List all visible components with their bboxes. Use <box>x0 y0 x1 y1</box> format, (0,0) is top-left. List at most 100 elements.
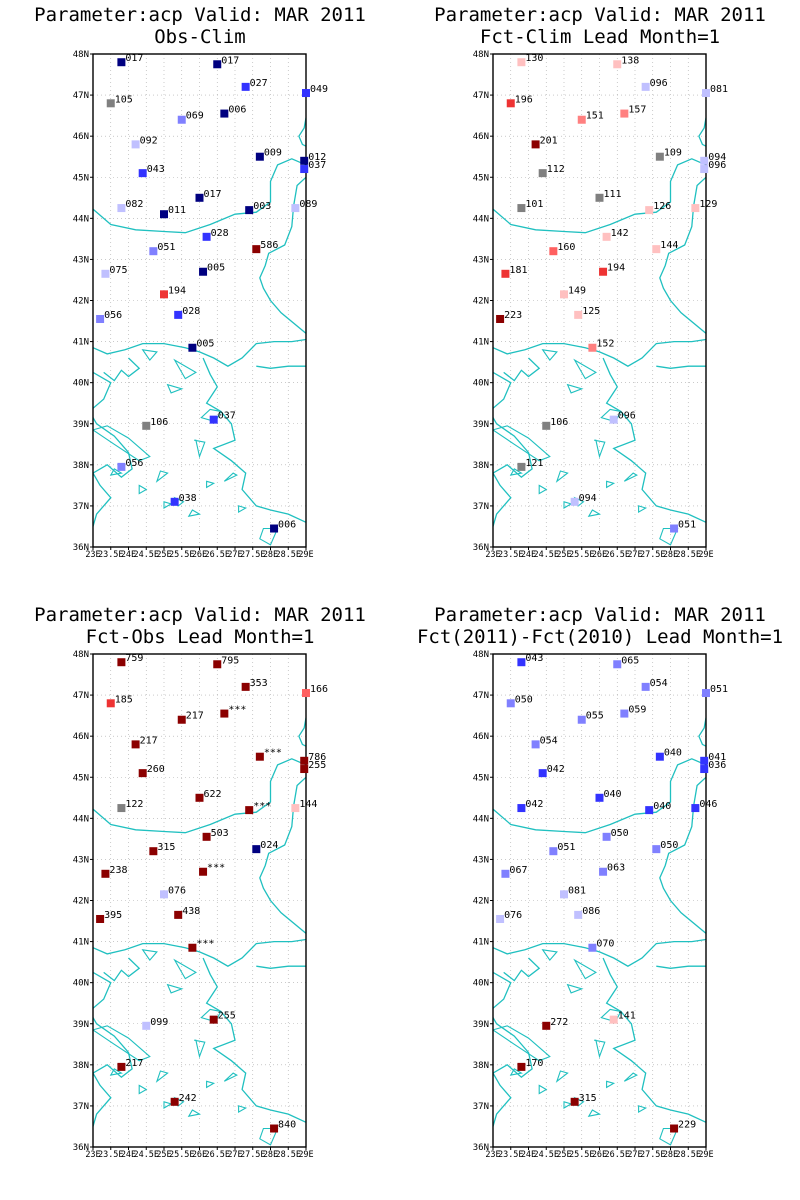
station-marker <box>160 890 168 899</box>
station-marker <box>101 269 110 278</box>
station-label: 217 <box>186 711 204 722</box>
station-label: 086 <box>582 906 600 917</box>
station-label: 055 <box>586 711 604 722</box>
station-marker <box>560 890 568 899</box>
station-marker <box>149 847 158 856</box>
map-frame <box>92 53 307 548</box>
grid-lines <box>492 653 707 1148</box>
lat-tick-label: 47N <box>473 691 489 701</box>
station-marker <box>252 245 261 254</box>
lat-tick-label: 43N <box>473 255 489 265</box>
station-label: 223 <box>504 310 522 321</box>
station-marker <box>209 1015 218 1024</box>
station-marker <box>117 658 126 667</box>
station-label: 092 <box>140 135 158 146</box>
panel-subtitle: Fct(2011)-Fct(2010) Lead Month=1 <box>416 626 784 648</box>
station-marker <box>595 193 604 202</box>
coastlines <box>493 117 706 546</box>
lon-tick-label: 23E <box>485 550 500 560</box>
station-marker <box>302 89 310 98</box>
lon-tick-label: 23.5E <box>98 550 124 560</box>
station-marker <box>700 156 709 165</box>
station-marker <box>300 156 309 165</box>
station-marker <box>549 247 558 256</box>
lon-tick-label: 26E <box>192 1150 207 1160</box>
station-label: 096 <box>618 411 636 422</box>
station-marker <box>117 58 126 67</box>
lat-tick-label: 43N <box>73 255 89 265</box>
lat-tick-label: 44N <box>73 814 89 824</box>
lon-tick-label: 26E <box>592 1150 607 1160</box>
lon-tick-label: 27E <box>227 550 242 560</box>
lat-tick-label: 41N <box>73 338 89 348</box>
station-label: 009 <box>264 148 282 159</box>
station-label: 353 <box>250 678 268 689</box>
station-label: 041 <box>708 752 726 763</box>
station-marker <box>670 524 679 533</box>
station-label: 049 <box>310 84 328 95</box>
lat-tick-label: 37N <box>73 1102 89 1112</box>
station-marker <box>645 806 654 815</box>
station-marker <box>506 699 515 708</box>
lon-tick-label: 29E <box>698 550 713 560</box>
lat-tick-label: 37N <box>473 1102 489 1112</box>
station-label: 024 <box>260 840 278 851</box>
station-marker <box>570 497 579 506</box>
station-label: 141 <box>618 1011 636 1022</box>
station-marker <box>700 165 709 174</box>
lat-tick-label: 45N <box>473 773 489 783</box>
station-marker <box>117 462 126 471</box>
station-label: 006 <box>228 105 246 116</box>
lat-tick-label: 43N <box>473 855 489 865</box>
station-label: 125 <box>582 306 600 317</box>
station-marker <box>702 89 710 98</box>
station-label: 194 <box>168 285 186 296</box>
station-label: 586 <box>260 240 278 251</box>
lon-tick-label: 28.5E <box>275 1150 301 1160</box>
station-marker <box>691 804 700 813</box>
station-label: 438 <box>182 906 200 917</box>
station-label: 217 <box>125 1058 143 1069</box>
station-label: 075 <box>109 265 127 276</box>
station-label: 181 <box>509 265 527 276</box>
station-marker <box>300 165 309 174</box>
lon-tick-label: 23E <box>85 1150 100 1160</box>
station-marker <box>531 140 540 149</box>
lat-tick-label: 40N <box>473 979 489 989</box>
lon-tick-label: 23E <box>485 1150 500 1160</box>
station-marker <box>599 267 608 276</box>
lat-tick-label: 39N <box>473 420 489 430</box>
station-marker <box>670 1124 679 1133</box>
station-label: *** <box>196 939 214 950</box>
panel-fct-diff: Parameter:acp Valid: MAR 2011 Fct(2011)-… <box>400 600 800 1200</box>
station-marker <box>177 115 186 124</box>
lat-tick-label: 42N <box>73 897 89 907</box>
station-marker <box>131 140 140 149</box>
station-marker <box>501 269 510 278</box>
station-label: 315 <box>579 1093 597 1104</box>
lat-tick-label: 38N <box>473 461 489 471</box>
lat-tick-label: 46N <box>473 132 489 142</box>
lon-tick-label: 26E <box>192 550 207 560</box>
station-marker <box>241 682 250 691</box>
lat-tick-label: 47N <box>73 691 89 701</box>
station-marker <box>702 689 710 698</box>
station-marker <box>131 740 140 749</box>
lon-tick-label: 25E <box>556 1150 571 1160</box>
station-marker <box>177 715 186 724</box>
station-label: *** <box>253 801 271 812</box>
station-label: 260 <box>147 764 165 775</box>
map-frame <box>492 53 707 548</box>
station-map: 36N 37N 38N 39N 40N 41N 42N 43N 44N 45N 46N 47N 48N 2… <box>473 650 728 1160</box>
grid-lines <box>92 53 307 548</box>
lat-tick-label: 44N <box>473 214 489 224</box>
station-label: 076 <box>504 910 522 921</box>
lon-tick-label: 29E <box>298 1150 313 1160</box>
station-label: 096 <box>650 78 668 89</box>
lon-tick-label: 24.5E <box>133 550 159 560</box>
coastlines <box>93 717 306 1146</box>
station-label: 051 <box>710 684 728 695</box>
lat-tick-label: 37N <box>73 502 89 512</box>
lon-tick-label: 25E <box>556 550 571 560</box>
station-marker <box>96 914 105 923</box>
